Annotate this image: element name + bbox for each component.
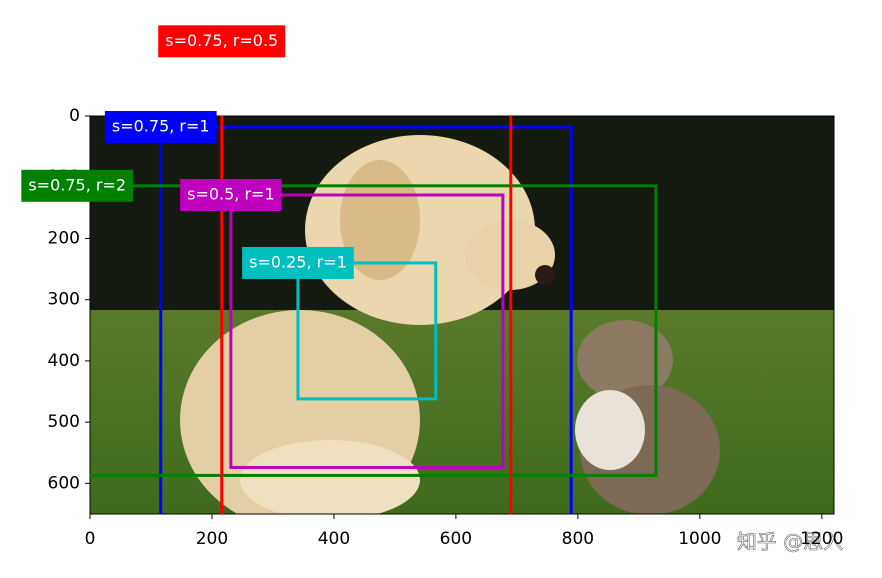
box-label: s=0.5, r=1: [187, 184, 275, 203]
y-tick-label: 200: [48, 228, 80, 248]
box-label: s=0.25, r=1: [249, 252, 347, 271]
anchor-box: [159, 125, 573, 514]
y-tick-label: 600: [48, 473, 80, 493]
boxes: [90, 116, 658, 514]
anchor-box: [296, 261, 438, 401]
x-tick-label: 0: [85, 529, 96, 549]
x-tick-label: 800: [562, 529, 594, 549]
box-label: s=0.75, r=0.5: [165, 31, 278, 50]
x-tick-label: 1200: [800, 529, 843, 549]
box-label-bg: [242, 246, 354, 279]
box-label: s=0.75, r=1: [112, 117, 210, 136]
axes-frame: [89, 115, 835, 515]
anchor-box: [229, 193, 505, 469]
anchor-box: [220, 116, 513, 514]
y-tick-label: 500: [48, 412, 80, 432]
anchor-box: [90, 184, 658, 477]
y-tick-label: 0: [69, 106, 80, 126]
x-tick-label: 600: [440, 529, 472, 549]
box-label: s=0.75, r=2: [28, 175, 126, 194]
x-tick-label: 400: [318, 529, 350, 549]
box-label-bg: [180, 178, 282, 211]
y-tick-label: 400: [48, 351, 80, 371]
x-tick-label: 1000: [678, 529, 721, 549]
x-tick-label: 200: [196, 529, 228, 549]
box-label-bg: [104, 111, 217, 144]
box-label-bg: [21, 169, 134, 202]
y-tick-label: 300: [48, 290, 80, 310]
watermark: 知乎 @思入: [737, 530, 843, 554]
box-label-bg: [158, 25, 286, 58]
